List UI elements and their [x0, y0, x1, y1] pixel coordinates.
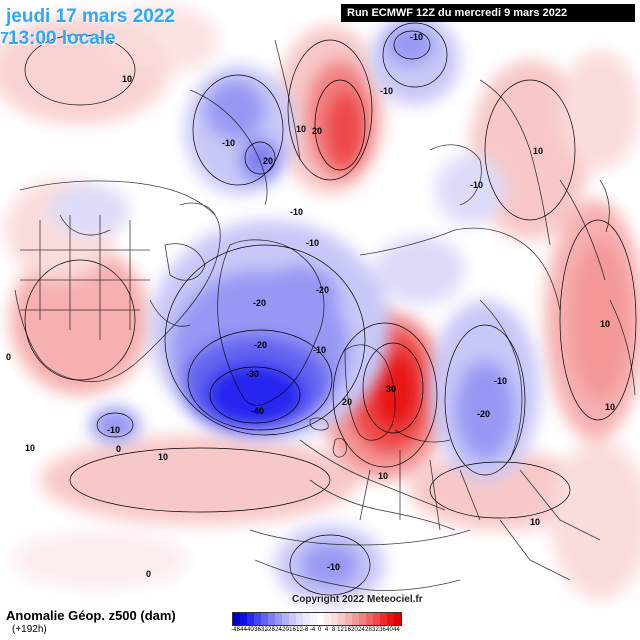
legend-label: 4: [324, 627, 329, 633]
legend-label: 40: [386, 627, 393, 633]
legend-swatch: [324, 613, 331, 625]
contour-label: 20: [312, 126, 322, 136]
legend-swatch: [303, 613, 310, 625]
legend-label: -12: [294, 627, 303, 633]
legend-swatch: [240, 613, 247, 625]
legend-swatch: [282, 613, 289, 625]
contour-label: 10: [25, 443, 35, 453]
legend-label: -8: [302, 627, 309, 633]
copyright: Copyright 2022 Meteociel.fr: [292, 594, 423, 605]
contour-label: -10: [327, 562, 340, 572]
contour-label: -40: [251, 406, 264, 416]
legend-label: 44: [393, 627, 400, 633]
contour-label: 0: [6, 352, 11, 362]
color-legend: -48 -44 -40 -36 -32 -28 -24 -20 -16 -12 -8 -4 0 4 8 12 1…: [231, 612, 402, 636]
forecast-lead-time: (+192h): [12, 624, 47, 635]
legend-swatch: [289, 613, 296, 625]
legend-swatch: [394, 613, 401, 625]
contour-label: -10: [313, 345, 326, 355]
contour-label: -10: [494, 376, 507, 386]
contour-label: -10: [410, 32, 423, 42]
legend-label: 16: [344, 627, 351, 633]
legend-swatch: [275, 613, 282, 625]
legend-swatch: [233, 613, 240, 625]
contour-label: -10: [290, 207, 303, 217]
legend-label: 0: [317, 627, 322, 633]
contour-label: -10: [306, 238, 319, 248]
contour-label: 10: [158, 452, 168, 462]
contour-label: 10: [378, 471, 388, 481]
run-info: Run ECMWF 12Z du mercredi 9 mars 2022: [341, 4, 635, 22]
contour-label: -20: [253, 298, 266, 308]
legend-swatch: [366, 613, 373, 625]
contour-label: 20: [342, 397, 352, 407]
edge-mark: 7: [0, 30, 9, 47]
legend-swatch: [380, 613, 387, 625]
legend-label: 36: [379, 627, 386, 633]
legend-label: -4: [309, 627, 316, 633]
legend-label: 28: [365, 627, 372, 633]
contour-label: 10: [530, 517, 540, 527]
map-title: Anomalie Géop. z500 (dam): [6, 608, 176, 623]
legend-colorbar: [232, 612, 402, 626]
contour-label: 0: [146, 569, 151, 579]
legend-label: -20: [280, 627, 289, 633]
legend-swatch: [268, 613, 275, 625]
legend-swatch: [317, 613, 324, 625]
legend-swatch: [352, 613, 359, 625]
legend-label: 8: [331, 627, 336, 633]
contour-label: -10: [222, 138, 235, 148]
contour-label: 10: [122, 74, 132, 84]
legend-swatch: [359, 613, 366, 625]
contour-labels: 10 -10 -10 -10 20 10 -10 20 10 10 -10 -2…: [6, 32, 615, 579]
legend-swatch: [247, 613, 254, 625]
legend-swatch: [331, 613, 338, 625]
legend-label: -36: [252, 627, 261, 633]
contour-label: -10: [380, 86, 393, 96]
legend-swatch: [310, 613, 317, 625]
contour-label: -10: [107, 425, 120, 435]
contour-label: -20: [316, 285, 329, 295]
contour-label: 10: [605, 402, 615, 412]
legend-swatch: [296, 613, 303, 625]
contour-label: -10: [470, 180, 483, 190]
legend-label: -28: [266, 627, 275, 633]
contour-label: -20: [477, 409, 490, 419]
forecast-time: 13:00 locale: [8, 28, 116, 49]
legend-swatch: [338, 613, 345, 625]
legend-labels: -48 -44 -40 -36 -32 -28 -24 -20 -16 -12 -8 -4 0 4 8 12 1…: [231, 626, 402, 636]
legend-label: -40: [245, 627, 254, 633]
legend-label: -48: [231, 627, 240, 633]
contour-label: -30: [246, 369, 259, 379]
contour-lines: [24, 22, 637, 596]
contour-label: -20: [254, 340, 267, 350]
legend-swatch: [345, 613, 352, 625]
legend-label: 24: [358, 627, 365, 633]
contour-label: 10: [296, 124, 306, 134]
legend-label: -32: [259, 627, 268, 633]
legend-label: -24: [273, 627, 282, 633]
legend-label: 12: [337, 627, 344, 633]
legend-swatch: [387, 613, 394, 625]
forecast-date: jeudi 17 mars 2022: [6, 6, 175, 27]
contour-label: 0: [116, 444, 121, 454]
coastlines: [14, 39, 636, 591]
legend-label: 32: [372, 627, 379, 633]
legend-swatch: [261, 613, 268, 625]
legend-swatch: [373, 613, 380, 625]
contour-label: 20: [263, 156, 273, 166]
contour-label: 30: [386, 384, 396, 394]
contour-label: 10: [600, 319, 610, 329]
legend-swatch: [254, 613, 261, 625]
contour-label: 10: [533, 146, 543, 156]
legend-label: -16: [287, 627, 296, 633]
legend-label: 20: [351, 627, 358, 633]
legend-label: -44: [238, 627, 247, 633]
